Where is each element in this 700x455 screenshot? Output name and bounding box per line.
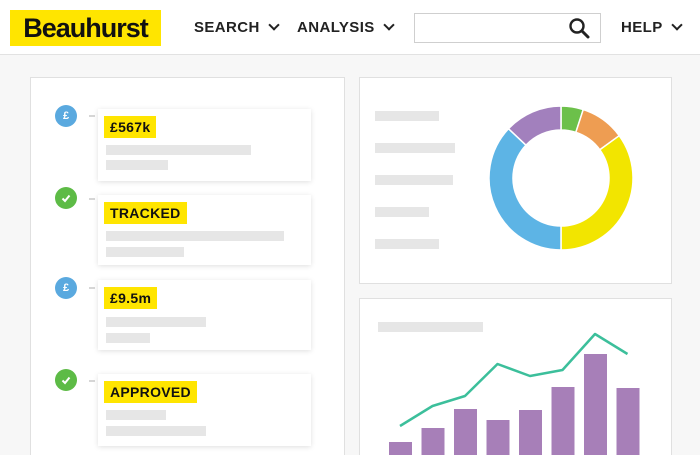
status-tag: £9.5m bbox=[104, 287, 158, 309]
legend-placeholder bbox=[375, 143, 455, 153]
check-icon bbox=[55, 369, 77, 391]
placeholder-line bbox=[106, 317, 206, 327]
nav-help-label: HELP bbox=[621, 19, 663, 36]
connector bbox=[89, 198, 95, 200]
bar-1 bbox=[421, 428, 445, 455]
logo[interactable]: Beauhurst bbox=[10, 10, 161, 46]
placeholder-line bbox=[106, 247, 184, 257]
check-icon bbox=[55, 187, 77, 209]
pound-icon: £ bbox=[55, 105, 77, 127]
placeholder-line bbox=[106, 410, 166, 420]
legend-placeholder bbox=[375, 111, 439, 121]
placeholder-line bbox=[106, 333, 150, 343]
bar-6 bbox=[584, 354, 607, 455]
timeline-card[interactable]: TRACKED bbox=[98, 195, 311, 265]
connector bbox=[89, 380, 95, 382]
nav-analysis[interactable]: ANALYSIS bbox=[297, 19, 395, 36]
status-tag: £567k bbox=[104, 116, 157, 138]
trend-line bbox=[399, 332, 629, 428]
bar-4 bbox=[519, 410, 542, 455]
search-input[interactable] bbox=[415, 14, 555, 42]
search-box bbox=[414, 13, 601, 43]
timeline-card[interactable]: £9.5m bbox=[98, 280, 311, 350]
chevron-down-icon bbox=[383, 19, 395, 31]
timeline-card[interactable]: APPROVED bbox=[98, 374, 311, 446]
legend-placeholder bbox=[375, 239, 439, 249]
chevron-down-icon bbox=[670, 19, 683, 31]
bar-line-chart bbox=[389, 332, 640, 455]
donut-chart-panel bbox=[359, 77, 672, 284]
donut-slice-2 bbox=[560, 134, 634, 251]
timeline-card[interactable]: £567k bbox=[98, 109, 311, 181]
bar-3 bbox=[486, 420, 510, 455]
placeholder-line bbox=[106, 160, 168, 170]
nav-search-label: SEARCH bbox=[194, 19, 260, 36]
connector bbox=[89, 287, 95, 289]
donut-chart bbox=[488, 105, 634, 251]
bar-7 bbox=[616, 388, 640, 455]
chart-title-placeholder bbox=[378, 322, 483, 332]
donut-slice-3 bbox=[488, 127, 562, 251]
status-tag: TRACKED bbox=[104, 202, 187, 224]
bar-0 bbox=[389, 442, 412, 455]
nav-analysis-label: ANALYSIS bbox=[297, 19, 375, 36]
bar-5 bbox=[551, 387, 575, 455]
placeholder-line bbox=[106, 231, 284, 241]
donut-slice-4 bbox=[507, 105, 562, 147]
nav-search[interactable]: SEARCH bbox=[194, 19, 280, 36]
placeholder-line bbox=[106, 145, 251, 155]
placeholder-line bbox=[106, 426, 206, 436]
search-icon[interactable] bbox=[568, 17, 590, 39]
chevron-down-icon bbox=[268, 19, 280, 31]
legend-placeholder bbox=[375, 175, 453, 185]
bar-chart-panel bbox=[359, 298, 672, 455]
pound-icon: £ bbox=[55, 277, 77, 299]
top-bar: Beauhurst SEARCH ANALYSIS HELP bbox=[0, 0, 700, 55]
activity-panel: £ £567k TRACKED £ £9.5m APPROVED bbox=[30, 77, 345, 455]
status-tag: APPROVED bbox=[104, 381, 197, 403]
connector bbox=[89, 115, 95, 117]
legend-placeholder bbox=[375, 207, 429, 217]
bar-2 bbox=[454, 409, 477, 455]
logo-text: Beauhurst bbox=[23, 12, 149, 43]
nav-help[interactable]: HELP bbox=[621, 19, 683, 36]
